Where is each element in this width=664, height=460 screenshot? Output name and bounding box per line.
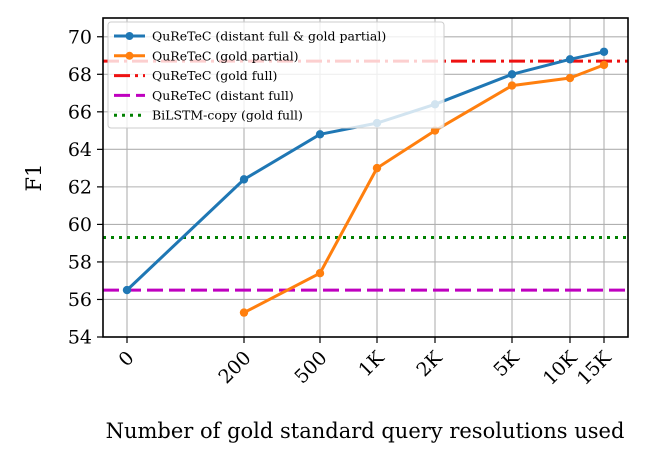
data-point xyxy=(315,130,325,139)
data-point xyxy=(599,47,609,56)
legend-item: QuReTeC (distant full & gold partial) xyxy=(114,29,386,44)
legend-marker xyxy=(125,51,134,60)
data-point xyxy=(372,163,382,173)
legend-item: BiLSTM-copy (gold full) xyxy=(114,108,303,123)
y-tick-label: 56 xyxy=(68,289,92,311)
x-tick-label: 1K xyxy=(354,346,389,381)
x-tick-label: 5K xyxy=(489,346,524,381)
legend-item: QuReTeC (distant full) xyxy=(114,88,294,103)
data-point xyxy=(239,308,249,317)
legend-label: QuReTeC (gold partial) xyxy=(152,48,299,63)
data-point xyxy=(239,175,249,184)
y-tick-label: 54 xyxy=(68,327,92,349)
data-point xyxy=(599,60,609,70)
x-tick-label: 200 xyxy=(214,347,255,388)
data-point xyxy=(565,55,575,64)
y-tick-label: 62 xyxy=(68,176,92,198)
legend: QuReTeC (distant full & gold partial) QuR… xyxy=(107,21,445,129)
data-point xyxy=(565,73,575,83)
legend-label: QuReTeC (distant full) xyxy=(152,88,294,103)
legend-item: QuReTeC (gold partial) xyxy=(114,48,299,63)
x-tick-label: 10K xyxy=(539,346,582,389)
x-tick-label: 500 xyxy=(290,347,331,388)
y-tick-label: 66 xyxy=(68,101,92,123)
y-tick-label: 68 xyxy=(68,64,92,86)
legend-item: QuReTeC (gold full) xyxy=(114,68,277,83)
x-tick-label: 2K xyxy=(412,346,447,381)
legend-label: BiLSTM-copy (gold full) xyxy=(152,108,303,123)
y-tick-label: 64 xyxy=(68,139,92,161)
data-point xyxy=(507,81,517,90)
data-point xyxy=(507,70,517,79)
y-tick-label: 60 xyxy=(68,214,92,236)
x-tick-label: 15K xyxy=(573,346,616,389)
legend-label: QuReTeC (gold full) xyxy=(152,68,277,83)
data-point xyxy=(122,285,132,295)
legend-box xyxy=(107,21,445,129)
x-tick-label: 0 xyxy=(114,347,138,371)
y-tick-label: 70 xyxy=(68,26,92,48)
plot-frame xyxy=(102,17,629,338)
data-point xyxy=(315,269,325,278)
legend-marker xyxy=(125,32,134,40)
x-axis-label: Number of gold standard query resolution… xyxy=(106,419,625,443)
y-tick-label: 58 xyxy=(68,251,92,273)
y-axis-label: F1 xyxy=(22,164,46,192)
legend-label: QuReTeC (distant full & gold partial) xyxy=(152,29,386,44)
